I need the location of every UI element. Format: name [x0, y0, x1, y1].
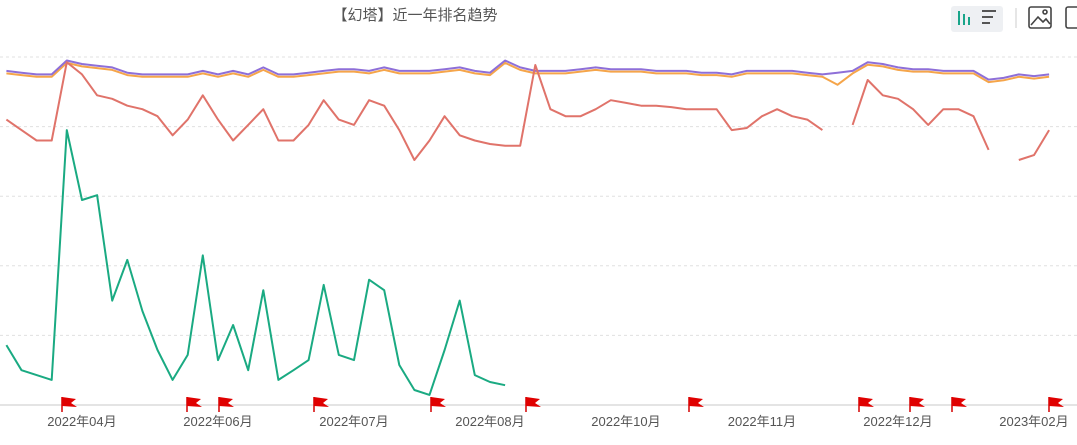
x-tick-label: 2022年12月 [863, 414, 932, 429]
toolbar [951, 6, 1077, 32]
flag [314, 397, 329, 407]
image-button[interactable] [1028, 6, 1052, 29]
x-tick-label: 2023年02月 [999, 414, 1068, 429]
list-button[interactable] [982, 10, 996, 24]
flag [689, 397, 704, 407]
series-line [5, 129, 506, 396]
flag [187, 397, 202, 407]
grid [0, 56, 1077, 406]
x-tick-label: 2022年11月 [728, 414, 796, 429]
flag [219, 397, 234, 407]
flag [1049, 397, 1064, 407]
series-line [6, 59, 1050, 81]
x-tick-label: 2022年06月 [183, 414, 252, 429]
series-line [6, 61, 1050, 86]
flag [952, 397, 967, 407]
toolbar-group [951, 6, 1003, 32]
x-tick-label: 2022年07月 [319, 414, 388, 429]
flag [859, 397, 874, 407]
x-tick-label: 2022年10月 [591, 414, 660, 429]
flag [526, 397, 541, 407]
event-flags [61, 397, 1064, 412]
bar-chart-button[interactable] [958, 11, 970, 25]
chart-title: 【幻塔】近一年排名趋势 [332, 7, 497, 24]
flag [431, 397, 446, 407]
series-line [5, 61, 1050, 161]
download-button[interactable] [1065, 6, 1077, 29]
x-tick-label: 2022年08月 [455, 414, 524, 429]
x-tick-label: 2022年04月 [47, 414, 116, 429]
flag [62, 397, 77, 407]
flag [910, 397, 925, 407]
